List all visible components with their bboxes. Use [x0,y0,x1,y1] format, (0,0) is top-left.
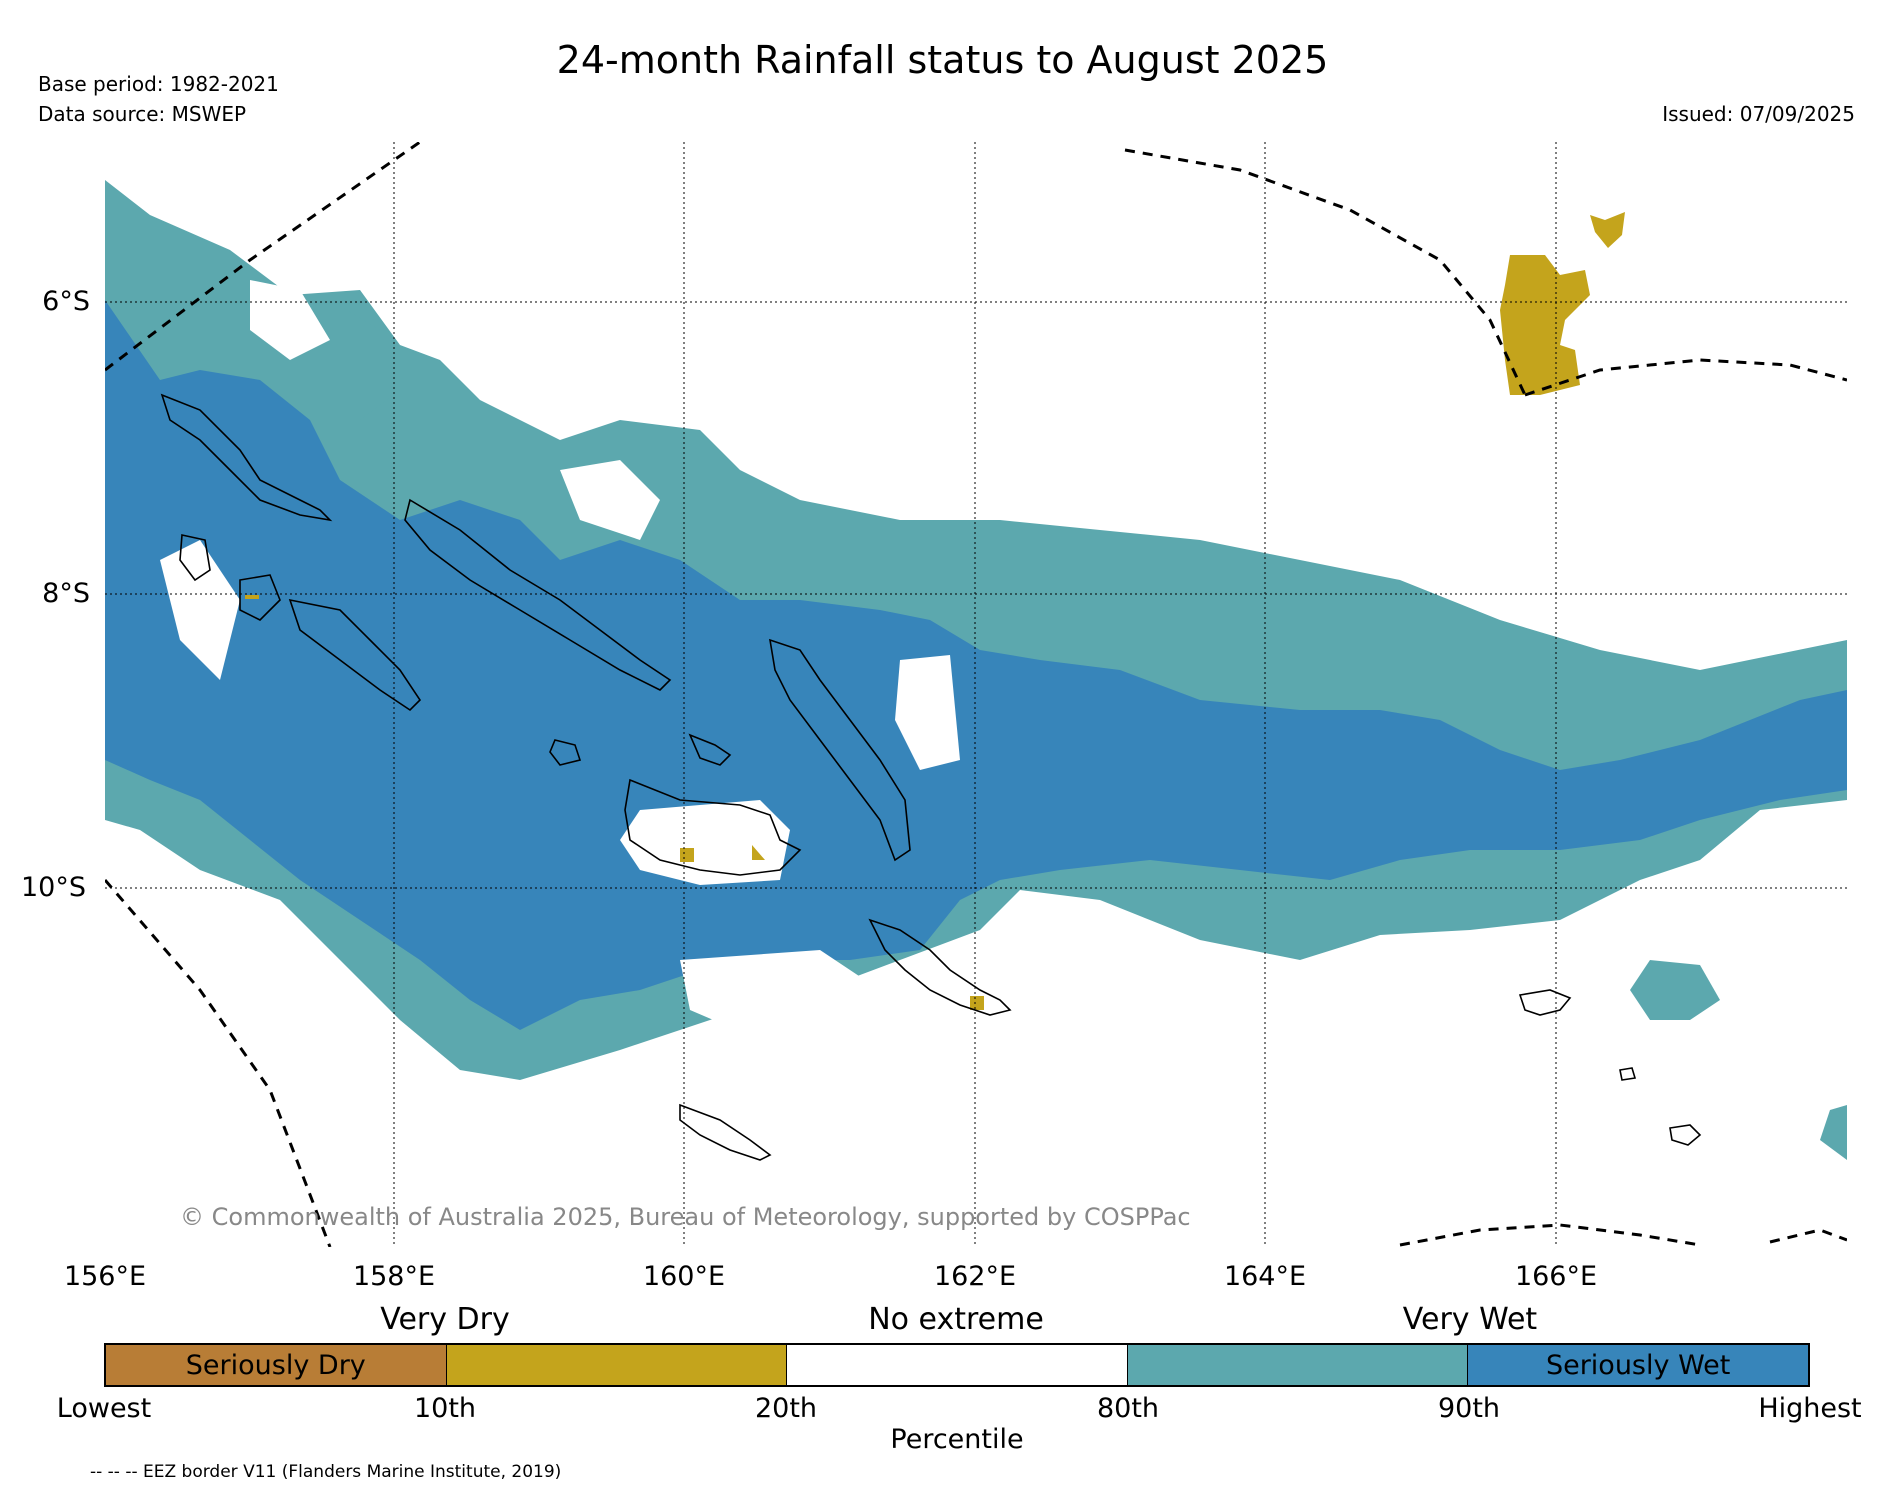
issued-date: Issued: 07/09/2025 [1662,102,1855,126]
colorbar-no-extreme [787,1345,1128,1385]
very-dry-region [1500,255,1590,395]
colorbar-very-dry [446,1345,788,1385]
legend-no-extreme-label: No extreme [868,1302,1044,1337]
very-dry-spot [680,848,694,862]
island-outline [179,534,211,582]
eez-borders [105,142,1847,1247]
very-dry-spot [970,996,984,1010]
map-layers [105,142,1847,1247]
lon-label-156e: 156°E [63,1261,147,1292]
seriously-dry-label: Seriously Dry [185,1349,366,1381]
legend-very-dry-label: Very Dry [380,1302,510,1337]
island-outline [679,1103,772,1161]
island-outline [688,733,732,766]
chart-title: 24-month Rainfall status to August 2025 [556,38,1329,82]
no-extreme-patch [620,800,790,885]
base-period: Base period: 1982-2021 [38,72,279,96]
island-outline [1518,989,1572,1016]
eez-border [1769,1228,1847,1244]
percentile-90th: 90th [1437,1393,1501,1424]
no-extreme-patch [160,540,240,680]
lon-label-158e: 158°E [352,1261,436,1292]
island-outline [1619,1067,1637,1081]
legend-very-wet-label: Very Wet [1402,1302,1538,1337]
percentile-highest: Highest [1758,1393,1862,1424]
island-outline [1669,1124,1702,1146]
island-outline [549,739,582,766]
lat-label-6s: 6°S [42,286,90,317]
island-outline [768,638,911,862]
island-outline [288,598,422,712]
graticule [105,142,1847,1247]
lat-label-10s: 10°S [21,872,86,903]
island-outline [160,393,333,522]
island-outline [239,574,281,621]
no-extreme-patch [250,280,330,360]
very-wet-region-far-east [1820,1105,1847,1160]
colorbar: Seriously Dry Seriously Wet [104,1343,1810,1387]
percentile-10th: 10th [413,1393,477,1424]
eez-border [1124,148,1527,396]
percentile-20th: 20th [754,1393,818,1424]
eez-border [1524,358,1847,397]
eez-border [105,879,332,1247]
island-outline [404,498,672,691]
data-source: Data source: MSWEP [38,102,247,126]
lon-label-160e: 160°E [642,1261,726,1292]
very-wet-region-east [1630,960,1720,1020]
colorbar-very-wet [1127,1345,1469,1385]
lat-label-8s: 8°S [42,578,90,609]
very-dry-region [1590,212,1625,248]
eez-note: -- -- -- EEZ border V11 (Flanders Marine… [90,1462,562,1482]
lon-label-164e: 164°E [1223,1261,1307,1292]
seriously-wet-label: Seriously Wet [1545,1349,1731,1381]
island-outline [624,778,802,876]
island-outlines [160,393,1702,1161]
seriously-wet-region [105,300,1847,1030]
very-dry-spot [245,595,259,599]
percentile-axis-label: Percentile [890,1424,1024,1455]
island-outline [868,918,1012,1016]
no-extreme-patch [560,460,660,540]
no-extreme-patch [680,950,880,1040]
eez-border [105,142,421,372]
colorbar-seriously-dry: Seriously Dry [106,1345,447,1385]
lon-label-166e: 166°E [1514,1261,1598,1292]
very-dry-spot [752,845,765,860]
copyright-notice: © Commonwealth of Australia 2025, Bureau… [180,1203,1191,1231]
eez-border [1399,1223,1701,1247]
percentile-lowest: Lowest [56,1393,152,1424]
colorbar-seriously-wet: Seriously Wet [1468,1345,1808,1385]
percentile-80th: 80th [1096,1393,1160,1424]
no-extreme-patch [895,655,960,770]
lon-label-162e: 162°E [933,1261,1017,1292]
